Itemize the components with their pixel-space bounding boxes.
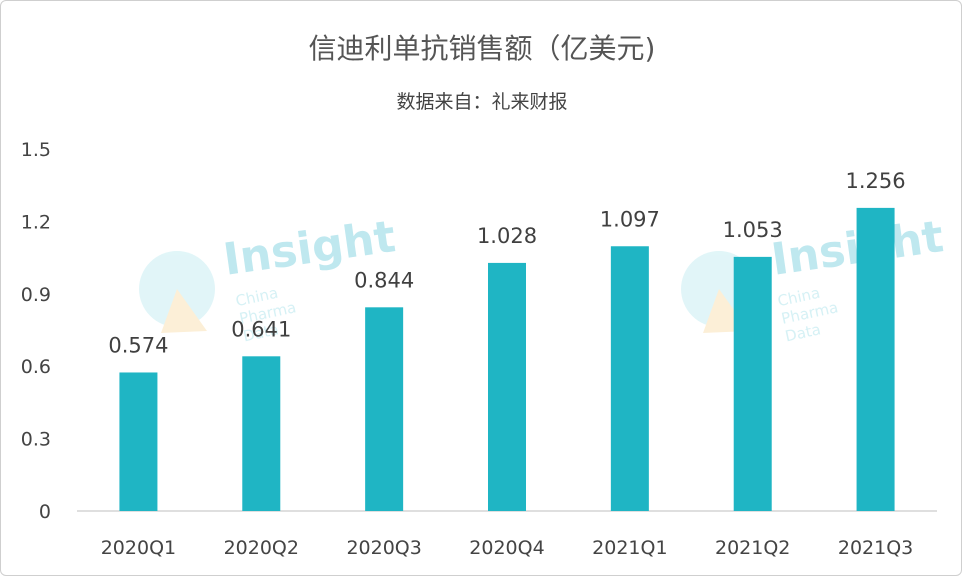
watermark-logo-icon-left	[139, 251, 215, 333]
bar-2020Q2	[242, 356, 281, 511]
value-label-2021Q2: 1.053	[723, 218, 783, 242]
chart-title: 信迪利单抗销售额（亿美元)	[308, 32, 656, 65]
y-tick-label: 0.9	[21, 284, 51, 306]
value-label-2020Q3: 0.844	[354, 268, 414, 292]
value-label-2020Q1: 0.574	[108, 333, 168, 357]
chart-subtitle: 数据来自：礼来财报	[396, 91, 568, 113]
x-axis: 2020Q1 2020Q2 2020Q3 2020Q4 2021Q1 2021Q2 2021…	[101, 537, 914, 559]
y-tick-label: 0.6	[21, 356, 51, 378]
value-labels-group: 0.574 0.641 0.844 1.028 1.097 1.053 1.256	[108, 169, 905, 358]
x-tick-label-2020Q2: 2020Q2	[224, 537, 299, 559]
bar-2020Q4	[488, 262, 526, 511]
x-tick-label-2020Q4: 2020Q4	[469, 537, 544, 559]
x-tick-label-2020Q3: 2020Q3	[346, 537, 421, 559]
bar-2021Q3	[856, 207, 895, 512]
value-label-2021Q3: 1.256	[846, 169, 906, 193]
bar-2021Q2	[733, 256, 772, 511]
x-tick-label-2021Q2: 2021Q2	[715, 537, 790, 559]
value-label-2020Q4: 1.028	[477, 224, 537, 248]
y-tick-label: 0	[39, 501, 51, 523]
y-axis: 0 0.3 0.6 0.9 1.2 1.5	[21, 139, 51, 523]
bar-2021Q1	[610, 246, 649, 512]
x-tick-label-2021Q1: 2021Q1	[592, 537, 667, 559]
bars-group	[119, 207, 895, 512]
y-tick-label: 1.5	[21, 139, 51, 161]
y-tick-label: 0.3	[21, 429, 51, 451]
bar-2020Q3	[365, 307, 404, 511]
y-tick-label: 1.2	[21, 211, 51, 233]
x-tick-label-2020Q1: 2020Q1	[101, 537, 176, 559]
bar-2020Q1	[119, 372, 158, 511]
value-label-2021Q1: 1.097	[600, 207, 660, 231]
x-tick-label-2021Q3: 2021Q3	[838, 537, 913, 559]
value-label-2020Q2: 0.641	[231, 317, 291, 341]
